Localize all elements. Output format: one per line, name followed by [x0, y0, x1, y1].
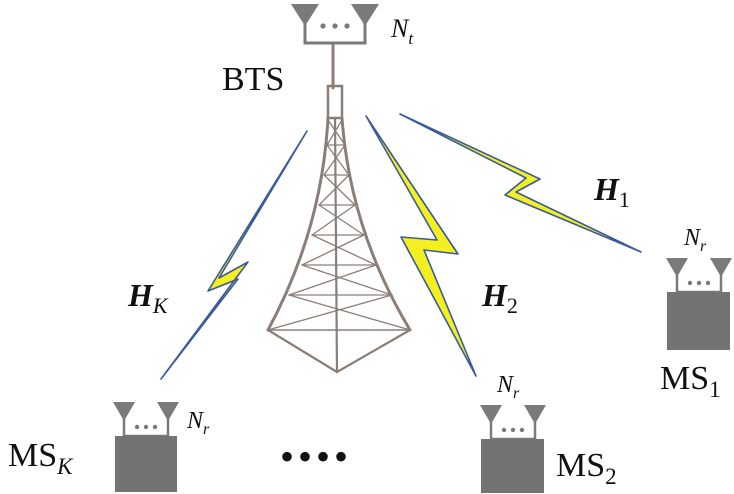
ms-2-label: MS2 — [556, 447, 617, 489]
mobile-station-2-icon — [480, 405, 546, 493]
channel-label-k: HK — [127, 277, 169, 318]
ms-2-antenna-count: Nr — [496, 372, 520, 402]
bts-antenna-icon — [291, 4, 379, 45]
tower-top — [326, 84, 344, 120]
channel-label-2: H2 — [481, 277, 518, 318]
bts-tower — [266, 43, 412, 374]
tower-base-left — [266, 328, 339, 374]
ms-k-antenna-count: Nr — [186, 408, 210, 438]
tower-lattice — [267, 119, 411, 331]
bts-antenna-count: Nt — [390, 14, 414, 48]
tower-leg-right — [340, 116, 412, 332]
mobile-station-k-icon — [113, 402, 179, 492]
link-bolt-2 — [365, 115, 477, 377]
ms-k-label: MSK — [8, 437, 74, 479]
mobile-station-1-icon — [666, 258, 732, 350]
link-bolt-k — [160, 130, 308, 380]
bts-label: BTS — [222, 61, 284, 98]
tower-leg-left — [266, 116, 330, 332]
link-bolt-1 — [399, 113, 642, 253]
ms-1-label: MS1 — [660, 360, 721, 402]
ms-1-antenna-count: Nr — [683, 225, 707, 255]
terminal-ellipsis: •••• — [280, 434, 352, 479]
tower-base-right — [335, 328, 412, 374]
channel-label-1: H1 — [593, 171, 630, 212]
